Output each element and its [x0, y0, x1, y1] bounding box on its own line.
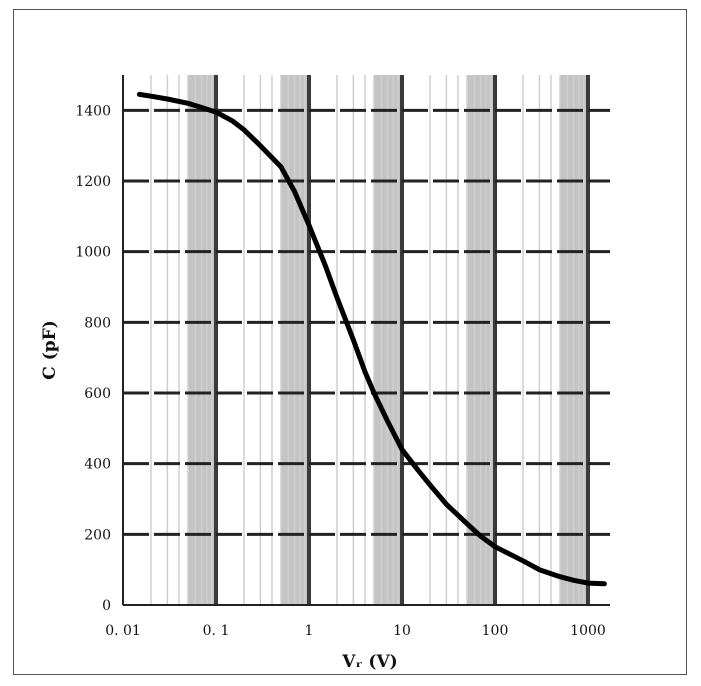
x-tick-label: 100: [482, 623, 509, 639]
axes: [122, 75, 610, 606]
y-tick-label: 1200: [75, 174, 111, 190]
chart-frame: [13, 9, 687, 675]
y-tick-label: 1400: [75, 103, 111, 119]
y-tick-label: 800: [84, 315, 111, 331]
x-tick-label: 1: [305, 623, 314, 639]
y-tick-label: 400: [84, 457, 111, 473]
x-tick-label: 10: [393, 623, 411, 639]
minor-vertical-gridlines: [150, 75, 585, 605]
y-tick-labels: 0 200 400 600 800 1000 1200 1400: [75, 103, 111, 614]
x-axis-title: Vᵣ (V): [341, 652, 397, 672]
capacitance-curve: [136, 91, 607, 587]
x-tick-labels: 0. 01 0. 1 1 10 100 1000: [105, 623, 606, 639]
major-vertical-gridlines: [214, 75, 590, 605]
y-tick-label: 200: [84, 527, 111, 543]
y-tick-label: 1000: [75, 245, 111, 261]
x-tick-label: 1000: [570, 623, 606, 639]
x-tick-label: 0. 1: [203, 623, 230, 639]
y-axis-title: C (pF): [40, 320, 60, 380]
x-tick-label: 0. 01: [105, 623, 141, 639]
y-tick-label: 600: [84, 386, 111, 402]
y-tick-label: 0: [102, 598, 111, 614]
